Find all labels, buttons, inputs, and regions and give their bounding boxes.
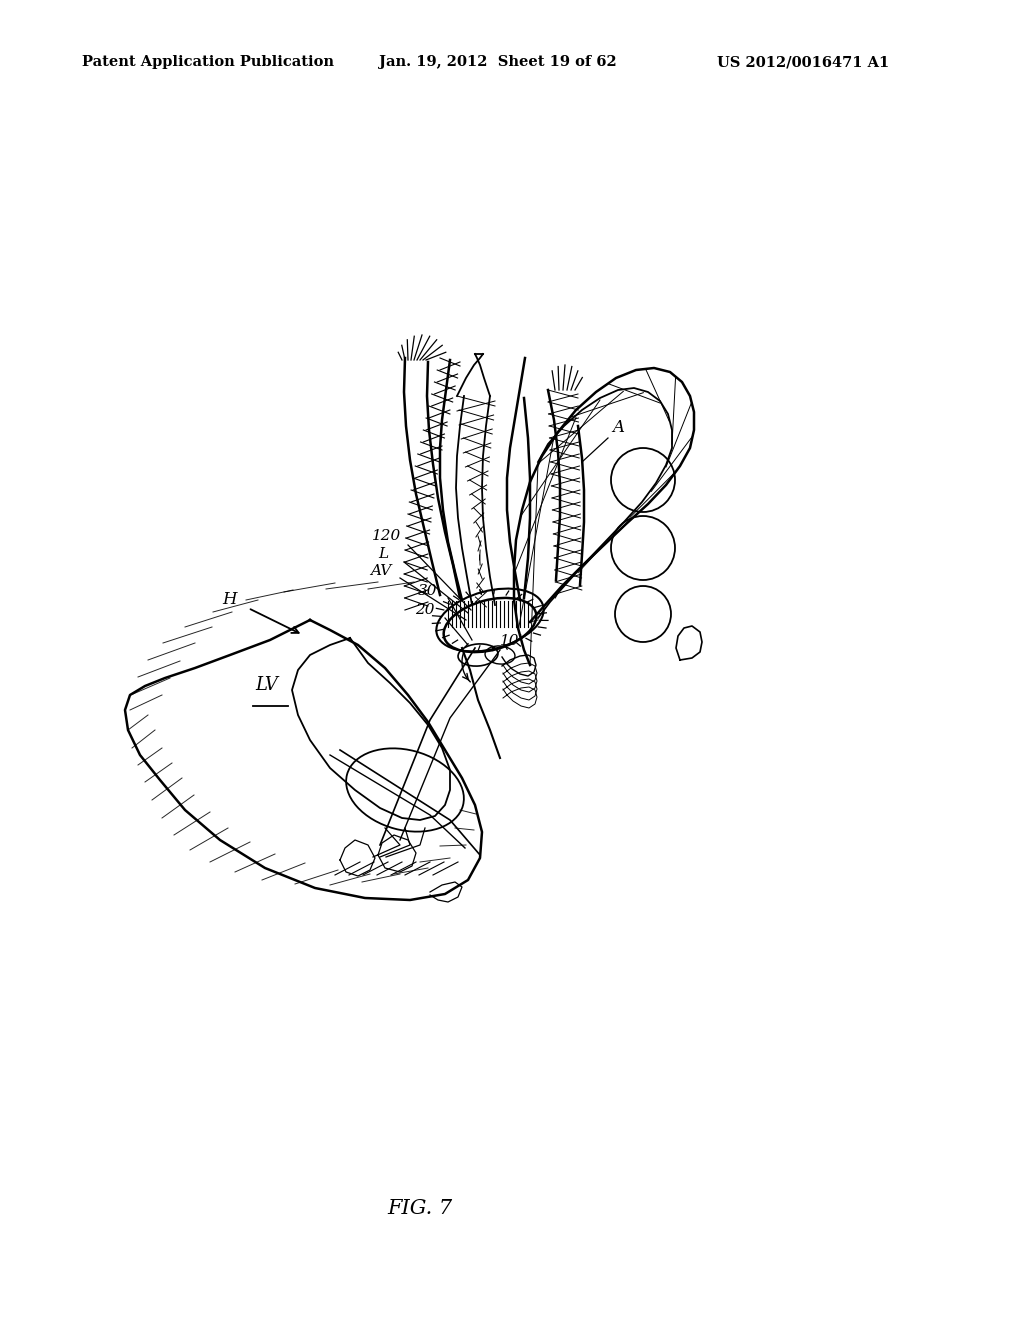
Text: Patent Application Publication: Patent Application Publication bbox=[82, 55, 334, 70]
Text: AV: AV bbox=[370, 564, 391, 578]
Text: US 2012/0016471 A1: US 2012/0016471 A1 bbox=[717, 55, 889, 70]
Text: FIG. 7: FIG. 7 bbox=[387, 1199, 453, 1217]
Text: L: L bbox=[378, 546, 388, 561]
Text: 10': 10' bbox=[500, 634, 523, 648]
Text: A: A bbox=[612, 418, 624, 436]
Text: 20: 20 bbox=[415, 603, 434, 616]
Text: H: H bbox=[222, 591, 237, 609]
Text: 30: 30 bbox=[418, 583, 437, 598]
Text: 120: 120 bbox=[372, 529, 401, 543]
Text: Jan. 19, 2012  Sheet 19 of 62: Jan. 19, 2012 Sheet 19 of 62 bbox=[379, 55, 616, 70]
Text: LV: LV bbox=[255, 676, 278, 694]
